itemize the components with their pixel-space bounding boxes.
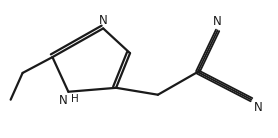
Text: N: N (99, 14, 108, 27)
Text: N: N (213, 15, 222, 28)
Text: H: H (71, 94, 79, 104)
Text: N: N (59, 94, 67, 107)
Text: N: N (254, 101, 262, 114)
